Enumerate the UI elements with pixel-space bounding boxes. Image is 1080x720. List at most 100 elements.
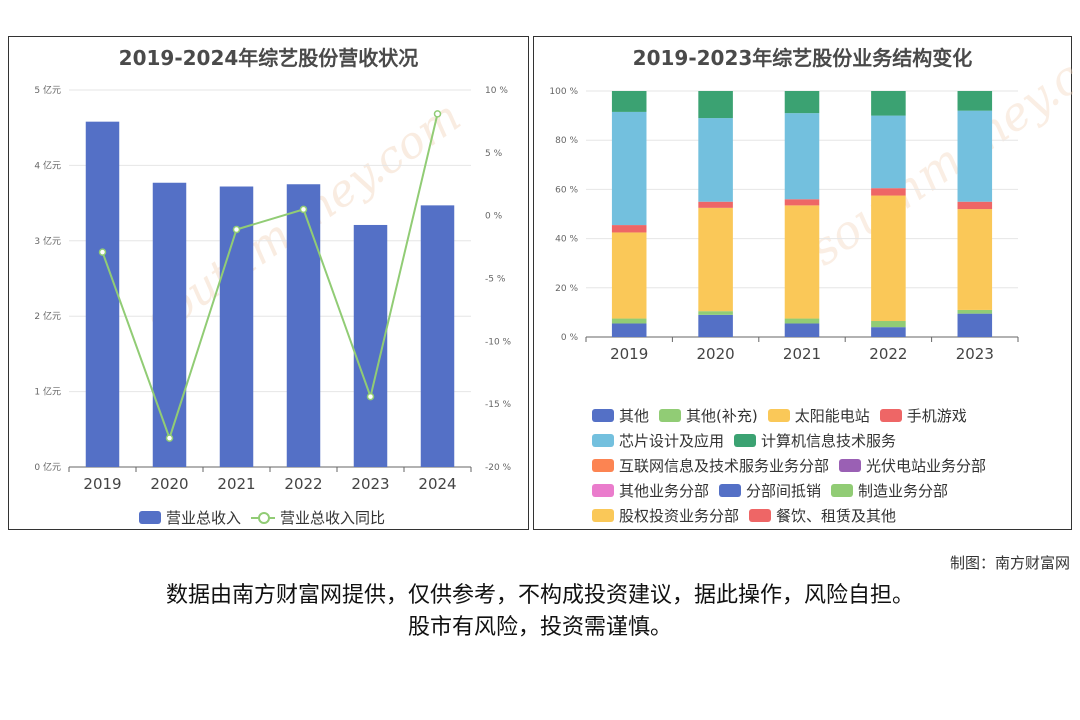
y-tick-label: 100 %: [549, 87, 578, 97]
legend-label: 其他(补充): [686, 407, 758, 425]
stacked-segment: [871, 321, 906, 328]
revenue-yoy-point: [98, 248, 107, 256]
y-left-tick-label: 4 亿元: [34, 159, 61, 171]
legend-swatch: [839, 459, 862, 472]
legend-label: 营业总收入同比: [280, 509, 386, 527]
stacked-segment: [784, 91, 820, 114]
legend-swatch: [139, 511, 161, 524]
legend-label: 光伏电站业务分部: [866, 457, 987, 475]
legend-line-swatch: [251, 511, 276, 524]
stacked-segment: [698, 311, 733, 315]
y-tick-label: 40 %: [555, 235, 578, 245]
revenue-yoy-point: [299, 205, 308, 214]
x-tick-label: 2022: [869, 345, 907, 363]
stacked-segment: [784, 323, 820, 337]
legend-item[interactable]: 餐饮、租赁及其他: [749, 503, 896, 528]
legend-swatch: [592, 509, 614, 522]
stacked-segment: [871, 91, 906, 116]
legend-item[interactable]: 互联网信息及技术服务业务分部: [592, 453, 829, 478]
legend-item[interactable]: 芯片设计及应用: [592, 428, 724, 453]
legend-label: 计算机信息技术服务: [761, 432, 897, 450]
legend-item[interactable]: 太阳能电站: [767, 403, 870, 428]
legend-item[interactable]: 光伏电站业务分部: [839, 453, 986, 478]
stacked-segment: [871, 327, 906, 337]
x-tick-label: 2023: [956, 345, 994, 363]
x-tick-label: 2021: [217, 475, 255, 493]
y-right-tick-label: 0 %: [485, 212, 503, 222]
stacked-segment: [871, 115, 906, 189]
legend-item[interactable]: 其他(补充): [659, 403, 758, 428]
x-tick-label: 2019: [83, 475, 121, 493]
legend-label: 其他: [619, 407, 650, 425]
legend-item[interactable]: 其他业务分部: [592, 478, 709, 503]
legend-item[interactable]: 股权投资业务分部: [592, 503, 739, 528]
x-tick-label: 2019: [610, 345, 648, 363]
stacked-segment: [957, 91, 993, 111]
chart-credit: 制图：南方财富网: [949, 554, 1070, 572]
legend-label: 股权投资业务分部: [619, 507, 740, 525]
stacked-segment: [611, 232, 647, 319]
y-left-tick-label: 1 亿元: [34, 386, 61, 398]
stacked-segment: [611, 225, 647, 233]
stacked-segment: [611, 323, 647, 337]
stacked-segment: [871, 188, 906, 196]
legend-label: 太阳能电站: [794, 407, 870, 425]
y-left-tick-label: 5 亿元: [34, 84, 61, 96]
legend-label: 营业总收入: [166, 509, 242, 527]
legend-swatch: [879, 409, 902, 422]
revenue-bar: [152, 182, 187, 467]
legend-swatch: [659, 409, 682, 422]
revenue-chart-title: 2019-2024年综艺股份营收状况: [118, 46, 419, 70]
y-left-tick-label: 2 亿元: [34, 310, 61, 322]
legend-label: 其他业务分部: [619, 482, 710, 500]
y-tick-label: 0 %: [561, 333, 579, 343]
business-structure-legend: 其他 其他(补充) 太阳能电站 手机游戏芯片设计及应用 计算机信息技术服务互联网信息及技…: [592, 403, 1042, 528]
y-right-tick-label: -20 %: [485, 463, 512, 473]
legend-item-revenue-yoy[interactable]: 营业总收入同比: [251, 505, 385, 530]
stacked-segment: [957, 209, 993, 310]
y-tick-label: 60 %: [555, 185, 578, 195]
revenue-bar: [286, 184, 321, 467]
stacked-segment: [698, 118, 733, 202]
business-structure-chart: southmoney.com 0 % 20 % 40 % 60 % 80 % 100 % 20…: [549, 37, 1073, 363]
legend-item[interactable]: 制造业务分部: [831, 478, 948, 503]
legend-swatch: [719, 484, 742, 497]
legend-swatch: [734, 434, 757, 447]
legend-item-revenue[interactable]: 营业总收入: [139, 505, 241, 530]
y-right-tick-label: 10 %: [485, 86, 508, 96]
legend-item[interactable]: 计算机信息技术服务: [734, 428, 896, 453]
stacked-segment: [784, 205, 820, 319]
legend-swatch: [592, 409, 614, 422]
stacked-segment: [611, 111, 647, 226]
stacked-segment: [611, 318, 647, 324]
y-right-tick-label: 5 %: [485, 149, 503, 159]
revenue-yoy-point: [232, 225, 241, 234]
stacked-segment: [698, 314, 733, 337]
stacked-segment: [871, 195, 906, 322]
watermark-text: southmoney.com: [799, 37, 1073, 276]
legend-item[interactable]: 分部间抵销: [719, 478, 821, 503]
x-tick-label: 2023: [351, 475, 389, 493]
stacked-segment: [698, 91, 733, 119]
legend-label: 餐饮、租赁及其他: [776, 507, 897, 525]
legend-swatch: [831, 484, 854, 497]
y-left-tick-label: 0 亿元: [34, 461, 61, 473]
stacked-segment: [957, 201, 993, 210]
legend-swatch: [592, 484, 614, 497]
legend-item[interactable]: 其他: [592, 403, 649, 428]
stacked-segment: [698, 207, 733, 312]
legend-swatch: [767, 409, 790, 422]
stacked-segment: [957, 309, 993, 314]
legend-label: 互联网信息及技术服务业务分部: [619, 457, 830, 475]
stacked-segment: [698, 201, 733, 208]
disclaimer-line-2: 股市有风险，投资需谨慎。: [407, 615, 672, 640]
revenue-bar: [420, 205, 455, 467]
legend-swatch: [592, 459, 614, 472]
revenue-bar: [85, 121, 120, 467]
revenue-yoy-point: [366, 392, 375, 401]
legend-item[interactable]: 手机游戏: [879, 403, 967, 428]
stacked-segment: [611, 91, 647, 112]
stacked-segment: [784, 113, 820, 200]
